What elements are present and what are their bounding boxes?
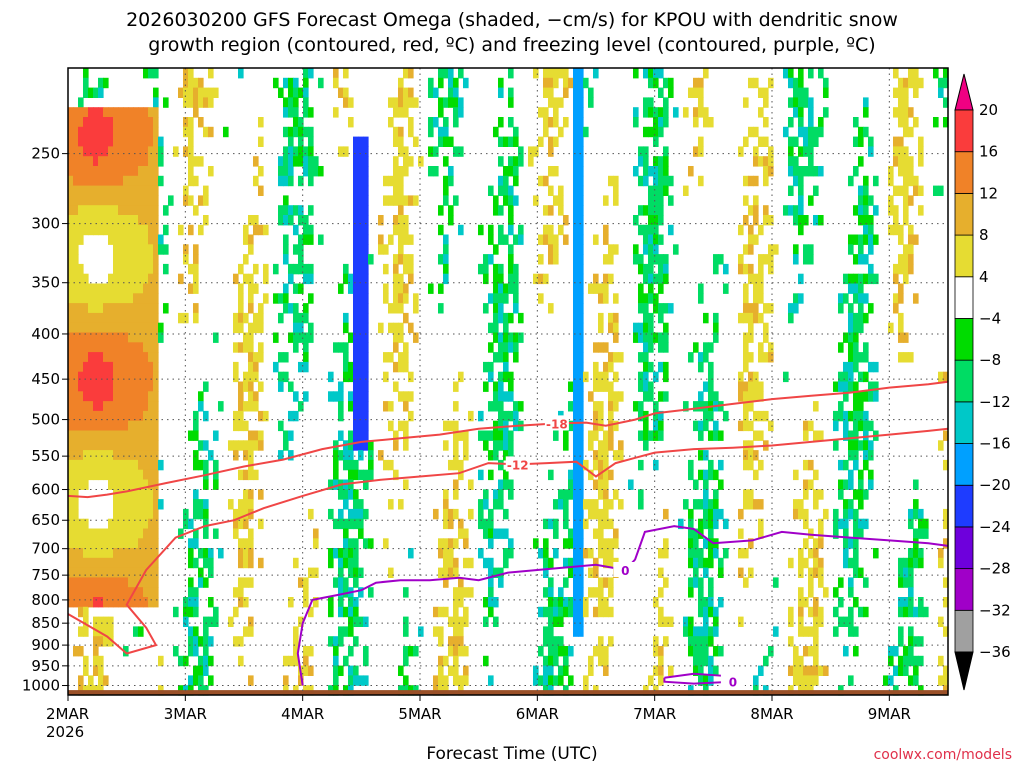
colorbar-label: −8 (979, 351, 1001, 369)
contour-label: 0 (621, 564, 629, 578)
colorbar-label: 20 (979, 101, 998, 119)
colorbar-label: −20 (979, 476, 1011, 494)
colorbar-label: −24 (979, 518, 1011, 536)
contour-label-bg (613, 561, 638, 577)
y-tick-label: 1000 (22, 677, 60, 695)
colorbar-segment (954, 234, 974, 278)
ground-surface (68, 690, 948, 695)
contour-line (296, 525, 949, 686)
colorbar-label: 12 (979, 184, 998, 202)
colorbar-label: 4 (979, 268, 989, 286)
x-tick-label: 7MAR (633, 705, 676, 723)
x-axis-label: Forecast Time (UTC) (426, 744, 598, 764)
colorbar-label: −16 (979, 435, 1011, 453)
contour-label: -12 (507, 458, 529, 472)
colorbar-label: −12 (979, 393, 1011, 411)
colorbar-segment (954, 151, 974, 194)
colorbar-segment (954, 484, 974, 528)
colorbar-segment (954, 192, 974, 236)
y-tick-label: 450 (31, 370, 60, 388)
colorbar-segment (954, 526, 974, 570)
colorbar-label: −36 (979, 643, 1011, 661)
omega-shading (68, 68, 949, 696)
colorbar-segment (954, 401, 974, 444)
chart-title: 2026030200 GFS Forecast Omega (shaded, −… (126, 9, 898, 56)
x-tick-label: 3MAR (164, 705, 207, 723)
colorbar-segment (954, 568, 974, 611)
contour-lines: -18 -12 0 0 (67, 380, 949, 690)
y-tick-label: 350 (31, 274, 60, 292)
contour-label-bg (720, 673, 745, 689)
contour-label-bg (544, 415, 569, 431)
y-tick-label: 700 (31, 540, 60, 558)
x-tick-label: 8MAR (750, 705, 793, 723)
x-tick-label: 6MAR (516, 705, 559, 723)
credit-text: coolwx.com/models (873, 747, 1012, 763)
y-tick-label: 400 (31, 325, 60, 343)
colorbar-segment (954, 443, 974, 486)
contour-label: 0 (729, 676, 737, 690)
y-axis-ticks: 250 300 350 400 450 500 550 600 650 700 750 800 850 9… (22, 145, 68, 695)
contour-line (67, 427, 949, 655)
x-tick-label: 5MAR (398, 705, 441, 723)
y-tick-label: 550 (31, 447, 60, 465)
x-tick-label: 2MAR (46, 705, 89, 723)
colorbar: −36 −32 −28 −24 −20 −16 −12 −8 −4 4 8 12 16 20 (954, 73, 1011, 691)
colorbar-segment (954, 359, 974, 403)
y-tick-label: 950 (31, 657, 60, 675)
colorbar-segment (954, 609, 974, 653)
y-tick-label: 850 (31, 614, 60, 632)
contour-line (67, 380, 949, 499)
y-tick-label: 500 (31, 411, 60, 429)
colorbar-bottom-arrow (954, 651, 974, 691)
colorbar-label: −32 (979, 601, 1011, 619)
x-tick-label: 9MAR (868, 705, 911, 723)
y-tick-label: 900 (31, 636, 60, 654)
colorbar-segment (954, 276, 974, 319)
y-tick-label: 650 (31, 511, 60, 529)
y-tick-label: 750 (31, 566, 60, 584)
colorbar-label: 16 (979, 143, 998, 161)
y-tick-label: 600 (31, 481, 60, 499)
colorbar-top-arrow (954, 73, 974, 111)
colorbar-segment (954, 109, 974, 153)
plot-frame (67, 67, 949, 696)
y-tick-label: 250 (31, 145, 60, 163)
contour-label: -18 (546, 417, 568, 431)
contour-label-bg (505, 456, 530, 472)
x-tick-sublabel: 2026 (46, 723, 84, 741)
grid-lines (67, 68, 948, 695)
y-tick-label: 300 (31, 215, 60, 233)
x-tick-label: 4MAR (281, 705, 324, 723)
colorbar-label: −28 (979, 560, 1011, 578)
colorbar-label: 8 (979, 226, 989, 244)
y-tick-label: 800 (31, 591, 60, 609)
colorbar-segment (954, 318, 974, 361)
colorbar-label: −4 (979, 309, 1001, 327)
